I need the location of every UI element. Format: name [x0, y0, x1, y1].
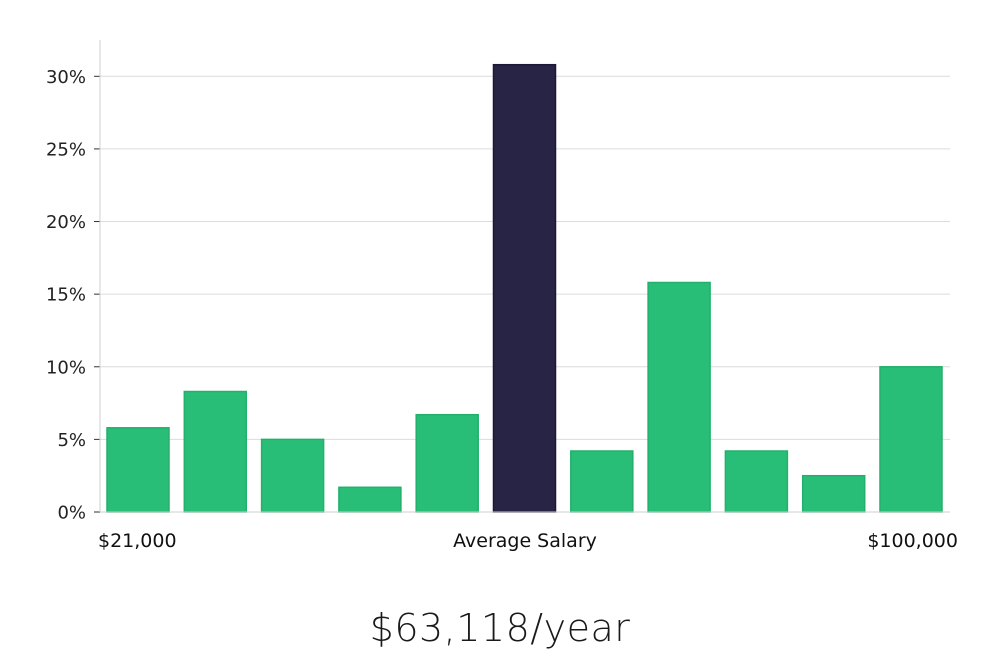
y-tick-label: 10%	[46, 357, 86, 378]
bar	[570, 450, 634, 513]
y-tick-label: 30%	[46, 67, 86, 88]
bar	[879, 366, 943, 513]
bar	[801, 474, 866, 513]
y-tick-label: 15%	[46, 285, 86, 306]
x-label-max: $100,000	[867, 530, 958, 552]
bar	[260, 438, 325, 513]
bar	[106, 427, 170, 513]
bar-average-salary	[492, 63, 557, 513]
y-tick-label: 25%	[46, 139, 86, 160]
y-tick-label: 0%	[57, 503, 86, 524]
bars	[106, 63, 943, 513]
y-tick-label: 5%	[57, 430, 86, 451]
x-label-average: Average Salary	[453, 530, 597, 552]
y-axis-ticks: 0% 5% 10% 15% 20% 25% 30%	[46, 67, 100, 524]
average-salary-value: $63,118/year	[369, 606, 631, 650]
bar	[338, 486, 402, 513]
salary-histogram: 0% 5% 10% 15% 20% 25% 30% $21,000 Average Sala…	[46, 40, 958, 552]
y-tick-label: 20%	[46, 212, 86, 233]
bar	[647, 281, 711, 513]
bar	[183, 390, 248, 513]
x-label-min: $21,000	[98, 530, 177, 552]
bar	[724, 450, 789, 513]
bar	[415, 413, 479, 513]
